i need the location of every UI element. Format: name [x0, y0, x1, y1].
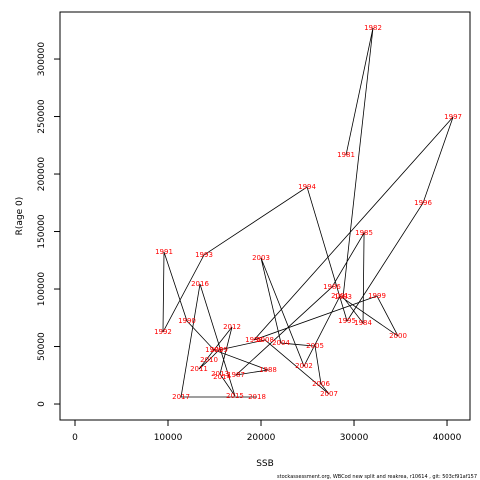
point-label: 2009 — [210, 346, 228, 354]
point-label: 2001 — [331, 292, 349, 300]
y-tick-label: 300000 — [37, 42, 47, 77]
point-label: 2005 — [306, 342, 324, 350]
point-label: 1997 — [444, 113, 462, 121]
point-label: 1981 — [337, 151, 355, 159]
point-label: 1992 — [154, 328, 172, 336]
point-label: 1991 — [155, 248, 173, 256]
y-tick-label: 150000 — [37, 214, 47, 249]
x-tick-label: 10000 — [154, 433, 183, 443]
point-label: 1996 — [414, 199, 432, 207]
point-label: 2015 — [226, 392, 244, 400]
point-label: 1995 — [338, 317, 356, 325]
point-label: 1985 — [355, 229, 373, 237]
point-label: 2011 — [190, 365, 208, 373]
point-label: 2003 — [252, 254, 270, 262]
y-tick-label: 200000 — [37, 157, 47, 192]
trajectory-line — [162, 27, 454, 398]
point-label: 1998 — [245, 336, 263, 344]
y-tick-label: 250000 — [37, 99, 47, 134]
point-label: 1993 — [195, 251, 213, 259]
point-label: 2002 — [295, 362, 313, 370]
plot-frame — [59, 11, 471, 421]
x-tick-label: 0 — [72, 433, 78, 443]
y-tick-label: 100000 — [37, 272, 47, 307]
point-label: 1990 — [178, 317, 196, 325]
point-label: 2016 — [191, 280, 209, 288]
point-label: 2006 — [312, 380, 330, 388]
point-label: 1988 — [259, 366, 277, 374]
point-label: 2004 — [272, 339, 290, 347]
y-tick-label: 50000 — [37, 332, 47, 361]
point-label: 2010 — [200, 356, 218, 364]
y-axis-label: R(age 0) — [15, 197, 25, 236]
point-label: 1987 — [227, 371, 245, 379]
point-label: 2007 — [320, 390, 338, 398]
point-label: 2018 — [248, 393, 266, 401]
point-label: 2012 — [223, 323, 241, 331]
point-label: 1989 — [205, 346, 223, 354]
point-label: 1984 — [354, 319, 372, 327]
point-label: 1982 — [364, 24, 382, 32]
point-label: 2014 — [213, 373, 231, 381]
y-tick-label: 0 — [37, 401, 47, 407]
footer: stockassessment.org, WBCod new split and… — [277, 474, 477, 480]
point-label: 1999 — [368, 292, 386, 300]
point-label: 2008 — [256, 336, 274, 344]
x-tick-label: 30000 — [340, 433, 369, 443]
x-tick-label: 20000 — [247, 433, 276, 443]
point-label: 2017 — [172, 393, 190, 401]
point-label: 1986 — [323, 283, 341, 291]
x-axis-label: SSB — [256, 459, 274, 469]
x-tick-label: 40000 — [433, 433, 462, 443]
point-label: 1994 — [298, 183, 316, 191]
point-label: 1983 — [334, 293, 352, 301]
point-label: 2013 — [211, 370, 229, 378]
point-label: 2000 — [389, 332, 407, 340]
